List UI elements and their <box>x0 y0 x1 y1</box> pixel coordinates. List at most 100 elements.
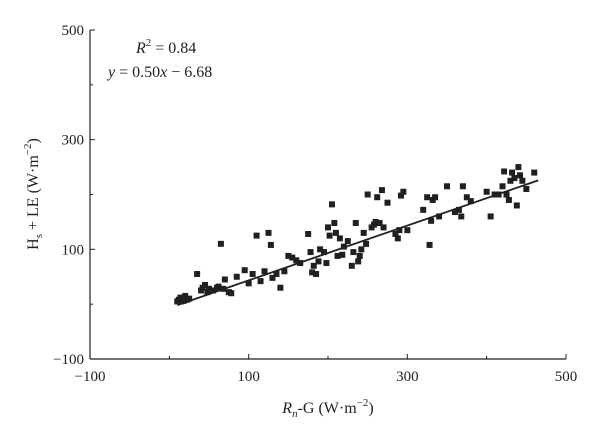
data-point <box>420 206 427 213</box>
x-title-sub: n <box>292 408 298 420</box>
regression-fit-line <box>176 179 539 306</box>
y-axis-title: Hs + LE (W·m−2) <box>22 138 45 250</box>
data-point <box>501 168 508 175</box>
y-title-sub: s <box>33 234 45 238</box>
data-point <box>428 217 435 224</box>
data-point <box>332 229 339 236</box>
data-point <box>451 209 458 216</box>
data-point <box>344 238 351 245</box>
data-point <box>221 276 228 283</box>
data-point <box>458 213 465 220</box>
data-point <box>331 220 338 227</box>
data-point <box>358 246 365 253</box>
data-point <box>257 278 264 285</box>
data-point <box>215 283 222 290</box>
data-point <box>334 252 341 259</box>
data-point <box>352 220 359 227</box>
data-point <box>515 164 522 171</box>
data-point <box>374 194 381 201</box>
fit-line-group <box>176 179 539 306</box>
data-point <box>313 271 320 278</box>
r-squared-annotation: R2 = 0.84 <box>135 37 196 57</box>
data-point <box>336 235 343 242</box>
data-point <box>364 191 371 198</box>
y-tick-label: 100 <box>62 242 85 258</box>
data-point <box>339 251 346 258</box>
x-tick-label: 500 <box>555 369 578 385</box>
r-squared-sup: 2 <box>146 37 152 49</box>
data-point <box>487 213 494 220</box>
x-tick-label: −100 <box>75 369 106 385</box>
data-point <box>253 232 260 239</box>
data-point <box>519 177 526 184</box>
y-title-main: H <box>25 238 42 250</box>
data-point <box>396 227 403 234</box>
data-point <box>206 285 212 292</box>
data-point <box>202 281 209 288</box>
data-point <box>194 271 201 278</box>
data-point <box>323 260 330 267</box>
data-point <box>241 267 248 274</box>
data-point <box>436 213 443 220</box>
equation-slope: = 0.50 <box>115 64 160 81</box>
data-point <box>499 183 506 190</box>
data-point <box>426 241 433 248</box>
equation-intercept: − 6.68 <box>167 64 212 81</box>
r-squared-value: = 0.84 <box>151 40 196 57</box>
data-point <box>355 258 362 265</box>
data-point <box>503 191 510 198</box>
data-point <box>182 292 189 299</box>
data-point <box>394 235 401 242</box>
data-point <box>511 175 518 182</box>
data-point <box>356 252 363 259</box>
data-point <box>209 287 216 294</box>
y-title-close: ) <box>25 138 42 143</box>
equation-x: x <box>159 64 167 81</box>
data-point <box>180 297 187 304</box>
y-axis-ticks: −100 100 300 500 <box>53 23 95 368</box>
regression-equation: y = 0.50x − 6.68 <box>106 64 212 81</box>
data-point <box>326 232 333 239</box>
data-point <box>245 280 252 287</box>
data-point <box>507 177 514 184</box>
data-point <box>277 284 284 291</box>
x-title-rest: -G (W·m <box>298 400 358 417</box>
data-point <box>317 246 324 253</box>
data-point <box>432 194 439 201</box>
data-point <box>509 169 516 176</box>
data-point <box>463 194 470 201</box>
data-point <box>273 271 280 278</box>
x-title-main: R <box>281 400 292 417</box>
data-point <box>309 269 316 276</box>
data-point <box>315 258 322 265</box>
x-tick-label: 100 <box>237 369 260 385</box>
data-point <box>249 271 256 278</box>
data-point <box>321 249 328 256</box>
data-point <box>392 230 399 237</box>
data-point <box>348 262 355 269</box>
data-point <box>467 198 474 205</box>
data-point <box>305 230 312 237</box>
data-point <box>513 202 520 209</box>
data-point <box>269 274 276 281</box>
data-point <box>325 224 331 231</box>
data-point <box>267 241 274 248</box>
data-point <box>378 187 385 194</box>
y-title-sup: −2 <box>22 143 34 155</box>
data-point <box>404 227 411 234</box>
y-tick-label: 500 <box>62 23 85 39</box>
data-point <box>483 188 490 195</box>
data-point <box>285 252 292 259</box>
data-point <box>261 268 268 275</box>
data-point <box>376 220 383 227</box>
data-point <box>350 249 357 256</box>
x-tick-label: 300 <box>396 369 419 385</box>
data-point <box>372 218 379 225</box>
data-point <box>397 192 404 199</box>
data-point <box>293 257 300 264</box>
equation-y: y <box>106 64 116 81</box>
y-tick-label: −100 <box>53 352 84 368</box>
data-point <box>516 172 523 179</box>
